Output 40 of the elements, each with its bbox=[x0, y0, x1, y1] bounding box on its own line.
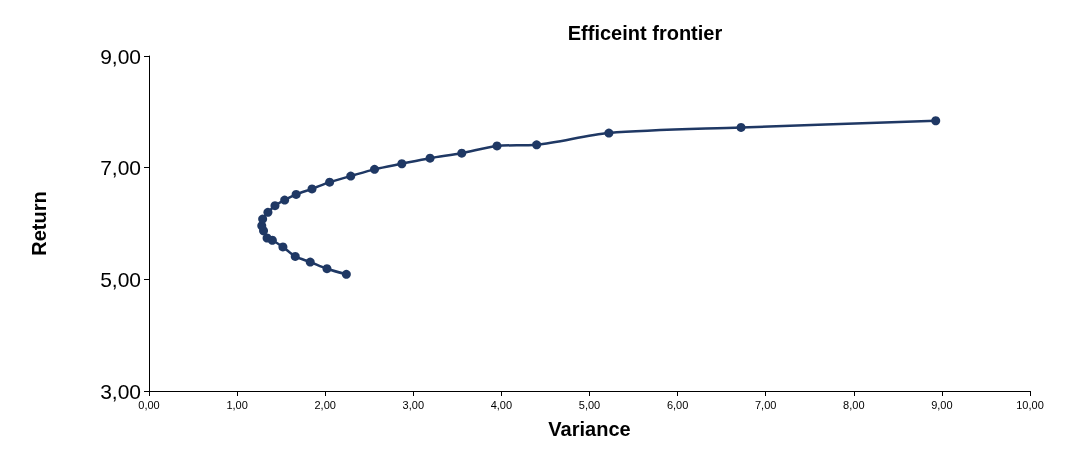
point bbox=[346, 171, 356, 181]
x-axis-title: Variance bbox=[548, 418, 631, 440]
y-axis-title: Return bbox=[28, 191, 50, 256]
y-tick-label: 5,00 bbox=[100, 267, 141, 291]
point bbox=[397, 159, 407, 169]
x-tick-label: 9,00 bbox=[931, 398, 953, 411]
x-tick-label: 3,00 bbox=[402, 398, 425, 411]
point bbox=[322, 264, 332, 274]
point bbox=[263, 207, 273, 217]
y-tick-label: 7,00 bbox=[100, 156, 141, 180]
x-tick-label: 6,00 bbox=[666, 398, 689, 411]
point bbox=[270, 201, 280, 211]
point bbox=[931, 116, 941, 126]
point bbox=[425, 153, 435, 163]
chart-title: Efficeint frontier bbox=[567, 22, 723, 44]
x-tick-label: 7,00 bbox=[754, 398, 777, 411]
point bbox=[262, 233, 272, 243]
x-tick-label: 10,00 bbox=[1016, 398, 1044, 411]
x-tick-label: 2,00 bbox=[314, 398, 336, 411]
point bbox=[258, 214, 268, 224]
point bbox=[291, 189, 301, 199]
point bbox=[305, 257, 315, 267]
x-tick-label: 4,00 bbox=[490, 398, 513, 411]
x-tick-label: 0,00 bbox=[138, 398, 160, 411]
x-tick-label: 8,00 bbox=[843, 398, 865, 411]
point bbox=[736, 122, 746, 132]
point bbox=[280, 195, 290, 205]
y-tick-label: 9,00 bbox=[100, 44, 141, 68]
point bbox=[492, 141, 502, 151]
point bbox=[325, 177, 335, 187]
point bbox=[457, 148, 467, 158]
x-tick-label: 1,00 bbox=[226, 398, 248, 411]
point bbox=[604, 128, 614, 138]
x-tick-label: 5,00 bbox=[578, 398, 601, 411]
point bbox=[370, 164, 380, 174]
point bbox=[307, 184, 317, 194]
point bbox=[532, 140, 542, 150]
point bbox=[290, 251, 300, 261]
point bbox=[341, 269, 351, 279]
point bbox=[278, 242, 288, 252]
